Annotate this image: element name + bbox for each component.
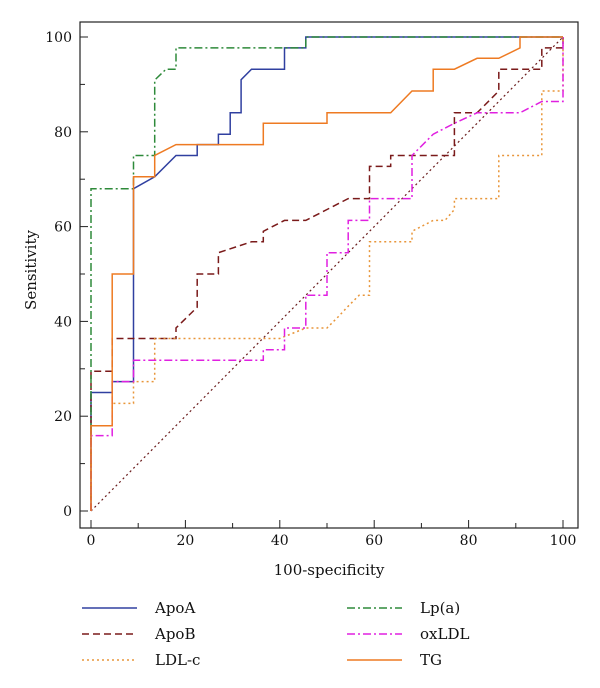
series-line-ldlc — [90, 37, 564, 511]
series-line-tg — [90, 36, 563, 511]
y-tick-label: 40 — [54, 314, 72, 330]
x-tick-label: 20 — [176, 533, 194, 549]
legend-label-apoa: ApoA — [154, 599, 195, 617]
x-tick-label: 100 — [550, 533, 577, 549]
y-tick-label: 80 — [54, 125, 72, 141]
x-axis-title: 100-specificity — [274, 561, 385, 579]
y-axis-title: Sensitivity — [22, 230, 40, 310]
series-line-oxldl — [90, 37, 564, 511]
legend-label-tg: TG — [420, 651, 442, 669]
x-tick-label: 40 — [271, 533, 289, 549]
x-axis: 0 20 40 60 80 100 — [87, 520, 577, 549]
legend-label-ldlc: LDL-c — [155, 651, 200, 669]
legend-label-oxldl: oxLDL — [420, 625, 469, 643]
series-line-apob — [90, 37, 564, 511]
reference-layer — [90, 36, 564, 512]
x-tick-label: 60 — [365, 533, 383, 549]
y-tick-label: 60 — [54, 220, 72, 236]
reference-diagonal — [90, 36, 564, 512]
legend-label-lpa: Lp(a) — [420, 599, 460, 617]
y-tick-label: 20 — [54, 409, 72, 425]
x-tick-label: 0 — [87, 533, 96, 549]
legend: ApoA ApoB LDL-c Lp(a) oxLDL TG — [82, 599, 469, 669]
plot-area: 0 20 40 60 80 100 0 20 40 60 80 100 — [45, 21, 579, 549]
series-layer — [90, 36, 564, 511]
plot-frame — [79, 21, 579, 529]
legend-label-apob: ApoB — [154, 625, 196, 643]
y-tick-label: 100 — [45, 30, 72, 46]
x-tick-label: 80 — [460, 533, 478, 549]
y-axis: 0 20 40 60 80 100 — [45, 30, 88, 520]
y-tick-label: 0 — [63, 504, 72, 520]
